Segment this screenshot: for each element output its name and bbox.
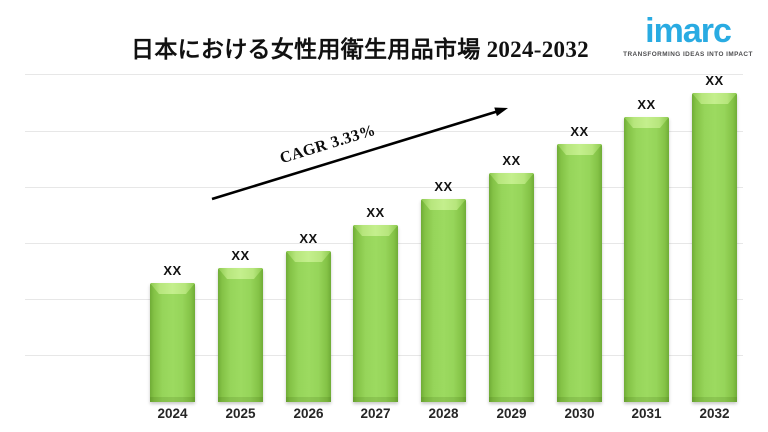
bar-bottom-shade (353, 397, 398, 402)
bar-group-2028: XX 2028 (421, 179, 466, 421)
x-axis-label-2027: 2027 (360, 406, 391, 421)
cagr-label: CAGR 3.33% (277, 121, 378, 168)
x-axis-label-2031: 2031 (631, 406, 662, 421)
bar-top-bevel (218, 268, 263, 279)
bar-group-2030: XX 2030 (557, 124, 602, 421)
imarc-wordmark: imarc (645, 12, 732, 50)
bar-top-bevel (489, 173, 534, 184)
bar-top-bevel (557, 144, 602, 155)
bar-2029 (489, 173, 534, 402)
bar-value-label-2026: XX (299, 231, 318, 246)
bar-value-label-2031: XX (637, 97, 656, 112)
bar-2027 (353, 225, 398, 402)
bar-value-label-2028: XX (434, 179, 453, 194)
bar-group-2024: XX 2024 (150, 263, 195, 421)
x-axis-label-2028: 2028 (428, 406, 459, 421)
x-axis-label-2024: 2024 (157, 406, 188, 421)
bar-value-label-2025: XX (231, 248, 250, 263)
gridline (25, 74, 743, 75)
bar-value-label-2024: XX (163, 263, 182, 278)
x-axis-label-2030: 2030 (564, 406, 595, 421)
bar-top-bevel (692, 93, 737, 104)
x-axis-label-2029: 2029 (496, 406, 527, 421)
bar-2024 (150, 283, 195, 402)
bar-value-label-2027: XX (366, 205, 385, 220)
bar-2032 (692, 93, 737, 402)
bar-bottom-shade (624, 397, 669, 402)
bar-2026 (286, 251, 331, 402)
bar-group-2032: XX 2032 (692, 73, 737, 421)
bar-group-2025: XX 2025 (218, 248, 263, 421)
bar-bottom-shade (421, 397, 466, 402)
chart-title: 日本における女性用衛生用品市場 2024-2032 (131, 37, 589, 62)
bar-bottom-shade (218, 397, 263, 402)
bar-bottom-shade (489, 397, 534, 402)
bar-value-label-2032: XX (705, 73, 724, 88)
imarc-logo: imarc TRANSFORMING IDEAS INTO IMPACT (622, 12, 754, 58)
bar-group-2027: XX 2027 (353, 205, 398, 421)
bar-bottom-shade (286, 397, 331, 402)
x-axis-label-2026: 2026 (293, 406, 324, 421)
bar-2028 (421, 199, 466, 402)
bar-bottom-shade (150, 397, 195, 402)
bar-group-2026: XX 2026 (286, 231, 331, 421)
bar-2025 (218, 268, 263, 402)
bar-top-bevel (353, 225, 398, 236)
bar-top-bevel (150, 283, 195, 294)
bar-bottom-shade (557, 397, 602, 402)
bar-top-bevel (624, 117, 669, 128)
x-axis-label-2032: 2032 (699, 406, 730, 421)
bar-bottom-shade (692, 397, 737, 402)
bar-group-2029: XX 2029 (489, 153, 534, 421)
bar-2031 (624, 117, 669, 402)
imarc-tagline: TRANSFORMING IDEAS INTO IMPACT (623, 50, 753, 58)
bar-group-2031: XX 2031 (624, 97, 669, 421)
bar-top-bevel (286, 251, 331, 262)
bar-top-bevel (421, 199, 466, 210)
bar-value-label-2030: XX (570, 124, 589, 139)
bar-2030 (557, 144, 602, 402)
bar-value-label-2029: XX (502, 153, 521, 168)
x-axis-label-2025: 2025 (225, 406, 256, 421)
